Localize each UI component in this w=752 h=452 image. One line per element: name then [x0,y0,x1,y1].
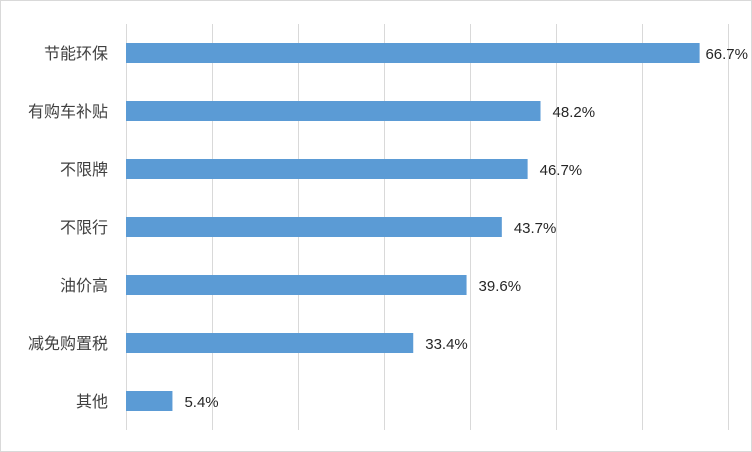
category-label: 不限牌 [60,160,108,179]
bar [126,159,528,179]
bar [126,391,173,411]
bar [126,43,700,63]
category-label: 节能环保 [44,44,108,63]
bar [126,101,541,121]
value-label: 43.7% [514,220,557,237]
category-label: 减免购置税 [28,334,108,353]
value-labels: 66.7% 48.2% 46.7% 43.7% 39.6% 33.4% 5.4% [184,46,748,411]
value-label: 33.4% [425,336,468,353]
value-label: 39.6% [479,278,522,295]
value-label: 46.7% [540,162,583,179]
bar [126,217,502,237]
value-label: 48.2% [553,104,596,121]
category-label: 油价高 [60,276,108,295]
category-label: 有购车补贴 [28,102,108,121]
value-label: 66.7% [705,46,748,63]
category-label: 其他 [76,392,108,411]
category-label: 不限行 [60,218,108,237]
bar [126,333,414,353]
value-label: 5.4% [184,394,218,411]
bar [126,275,467,295]
bars [126,43,700,411]
